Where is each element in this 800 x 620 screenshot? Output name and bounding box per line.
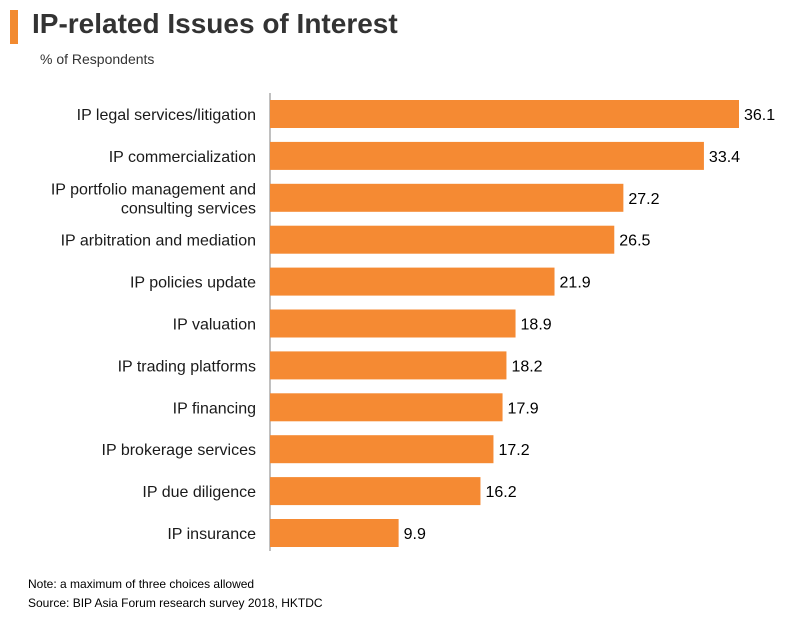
chart-note: Note: a maximum of three choices allowed	[28, 577, 255, 591]
category-label-line: IP trading platforms	[118, 358, 256, 375]
category-label-5: IP valuation	[173, 317, 256, 334]
value-label-10: 9.9	[404, 526, 426, 543]
bar-2	[270, 183, 624, 212]
value-label-6: 18.2	[511, 358, 542, 375]
value-label-2: 27.2	[628, 191, 659, 208]
value-label-8: 17.2	[498, 442, 529, 459]
value-label-7: 17.9	[508, 400, 539, 417]
value-label-5: 18.9	[521, 317, 552, 334]
value-label-1: 33.4	[709, 149, 740, 166]
category-label-line: IP financing	[173, 400, 256, 417]
category-label-line: IP valuation	[173, 317, 256, 334]
bar-9	[270, 477, 481, 506]
bar-8	[270, 435, 494, 464]
category-label-2: IP portfolio management and consulting se…	[51, 181, 256, 217]
value-label-9: 16.2	[485, 484, 516, 501]
bar-5	[270, 309, 516, 338]
bar-4	[270, 267, 555, 296]
category-label-line: IP due diligence	[142, 484, 256, 501]
category-label-line: IP commercialization	[109, 149, 256, 166]
category-label-line: IP portfolio management and	[51, 181, 256, 198]
category-label-line: IP arbitration and mediation	[61, 233, 256, 250]
bar-10	[270, 519, 399, 547]
category-label-3: IP arbitration and mediation	[61, 233, 256, 250]
category-label-10: IP insurance	[167, 526, 256, 543]
category-label-8: IP brokerage services	[102, 442, 256, 459]
value-label-0: 36.1	[744, 107, 775, 124]
category-label-7: IP financing	[173, 400, 256, 417]
category-label-9: IP due diligence	[142, 484, 256, 501]
chart-subtitle: % of Respondents	[40, 51, 155, 67]
category-label-line: IP legal services/litigation	[77, 107, 256, 124]
category-label-line: consulting services	[121, 200, 256, 217]
category-label-6: IP trading platforms	[118, 358, 256, 375]
title-accent-bar	[10, 10, 18, 44]
category-label-line: IP brokerage services	[102, 442, 256, 459]
bar-7	[270, 393, 503, 422]
value-label-3: 26.5	[619, 233, 650, 250]
category-label-line: IP policies update	[130, 275, 256, 292]
bar-0	[270, 100, 739, 128]
chart-source: Source: BIP Asia Forum research survey 2…	[28, 596, 323, 610]
bar-1	[270, 141, 704, 170]
category-label-4: IP policies update	[130, 275, 256, 292]
bar-3	[270, 225, 615, 254]
value-label-4: 21.9	[560, 275, 591, 292]
bar-6	[270, 351, 507, 380]
category-label-line: IP insurance	[167, 526, 256, 543]
chart-title: IP-related Issues of Interest	[32, 8, 398, 39]
category-label-0: IP legal services/litigation	[77, 107, 256, 124]
category-label-1: IP commercialization	[109, 149, 256, 166]
